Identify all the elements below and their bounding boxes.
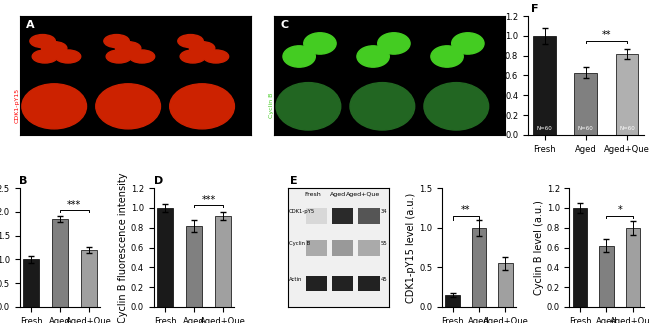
Circle shape	[129, 50, 155, 63]
Bar	[52, 219, 68, 307]
Ellipse shape	[96, 84, 161, 129]
Text: **: **	[601, 30, 611, 40]
Bar	[215, 216, 231, 307]
Bar	[306, 240, 327, 256]
Bar	[472, 228, 486, 307]
Bar	[573, 208, 588, 307]
Text: ***: ***	[67, 200, 81, 210]
Text: Fresh: Fresh	[305, 192, 321, 197]
Text: ***: ***	[202, 194, 216, 204]
Text: Cyclin B: Cyclin B	[289, 242, 310, 246]
Text: Actin: Actin	[289, 277, 302, 282]
Bar	[23, 259, 39, 307]
Bar	[533, 36, 556, 135]
Bar	[625, 228, 640, 307]
Circle shape	[189, 42, 214, 55]
Circle shape	[178, 35, 203, 47]
Ellipse shape	[378, 33, 410, 54]
Text: Aged: Aged	[372, 5, 392, 14]
Y-axis label: Cyclin B level (a.u.): Cyclin B level (a.u.)	[534, 200, 543, 295]
Text: Fresh: Fresh	[44, 5, 64, 14]
Circle shape	[42, 42, 67, 55]
Bar	[616, 54, 638, 135]
Bar	[332, 208, 354, 224]
Circle shape	[116, 42, 141, 55]
Ellipse shape	[357, 46, 389, 67]
Text: N=60: N=60	[537, 126, 552, 131]
Text: D: D	[153, 176, 163, 186]
Text: Aged+Que: Aged+Que	[346, 192, 381, 197]
Text: Aged: Aged	[330, 192, 346, 197]
Text: Aged: Aged	[118, 5, 138, 14]
Text: **: **	[461, 205, 471, 215]
Circle shape	[30, 35, 55, 47]
Text: 34: 34	[381, 209, 387, 214]
Text: Aged+Que: Aged+Que	[436, 5, 477, 14]
Text: CDK1-pY5: CDK1-pY5	[289, 209, 315, 214]
Circle shape	[180, 50, 205, 63]
Bar	[186, 226, 202, 307]
Bar	[332, 240, 354, 256]
Text: C: C	[281, 20, 289, 30]
Text: CDK1-pY15: CDK1-pY15	[15, 88, 20, 123]
Ellipse shape	[304, 33, 336, 54]
Text: N=60: N=60	[578, 126, 593, 131]
Circle shape	[55, 50, 81, 63]
Ellipse shape	[283, 46, 315, 67]
Bar	[157, 208, 173, 307]
Bar	[332, 276, 354, 291]
Ellipse shape	[276, 83, 341, 130]
Ellipse shape	[170, 84, 235, 129]
Text: *: *	[618, 205, 622, 215]
Bar	[81, 250, 97, 307]
Text: N=60: N=60	[619, 126, 635, 131]
Ellipse shape	[431, 46, 463, 67]
Circle shape	[106, 50, 131, 63]
Text: B: B	[20, 176, 28, 186]
Ellipse shape	[350, 83, 415, 130]
Text: Fresh: Fresh	[298, 5, 318, 14]
Bar	[599, 245, 614, 307]
Text: A: A	[27, 20, 35, 30]
Text: F: F	[532, 4, 539, 14]
Circle shape	[32, 50, 58, 63]
Ellipse shape	[424, 83, 489, 130]
Text: Cyclin B: Cyclin B	[269, 92, 274, 118]
Bar	[306, 276, 327, 291]
Bar	[358, 208, 380, 224]
Y-axis label: Cyclin B fluorescence intensity: Cyclin B fluorescence intensity	[118, 172, 128, 323]
Text: 55: 55	[381, 242, 387, 246]
Text: 45: 45	[381, 277, 387, 282]
Y-axis label: MPF activity (a.u.): MPF activity (a.u.)	[492, 31, 502, 120]
Y-axis label: CDK1-pY15 level (a.u.): CDK1-pY15 level (a.u.)	[406, 193, 417, 303]
Text: E: E	[290, 176, 298, 186]
Bar	[358, 240, 380, 256]
Bar	[498, 263, 513, 307]
Circle shape	[104, 35, 129, 47]
Bar	[358, 276, 380, 291]
Circle shape	[203, 50, 229, 63]
Text: Aged+Que: Aged+Que	[181, 5, 223, 14]
Bar	[575, 72, 597, 135]
Ellipse shape	[452, 33, 484, 54]
Bar	[445, 295, 460, 307]
Bar	[306, 208, 327, 224]
Ellipse shape	[22, 84, 86, 129]
